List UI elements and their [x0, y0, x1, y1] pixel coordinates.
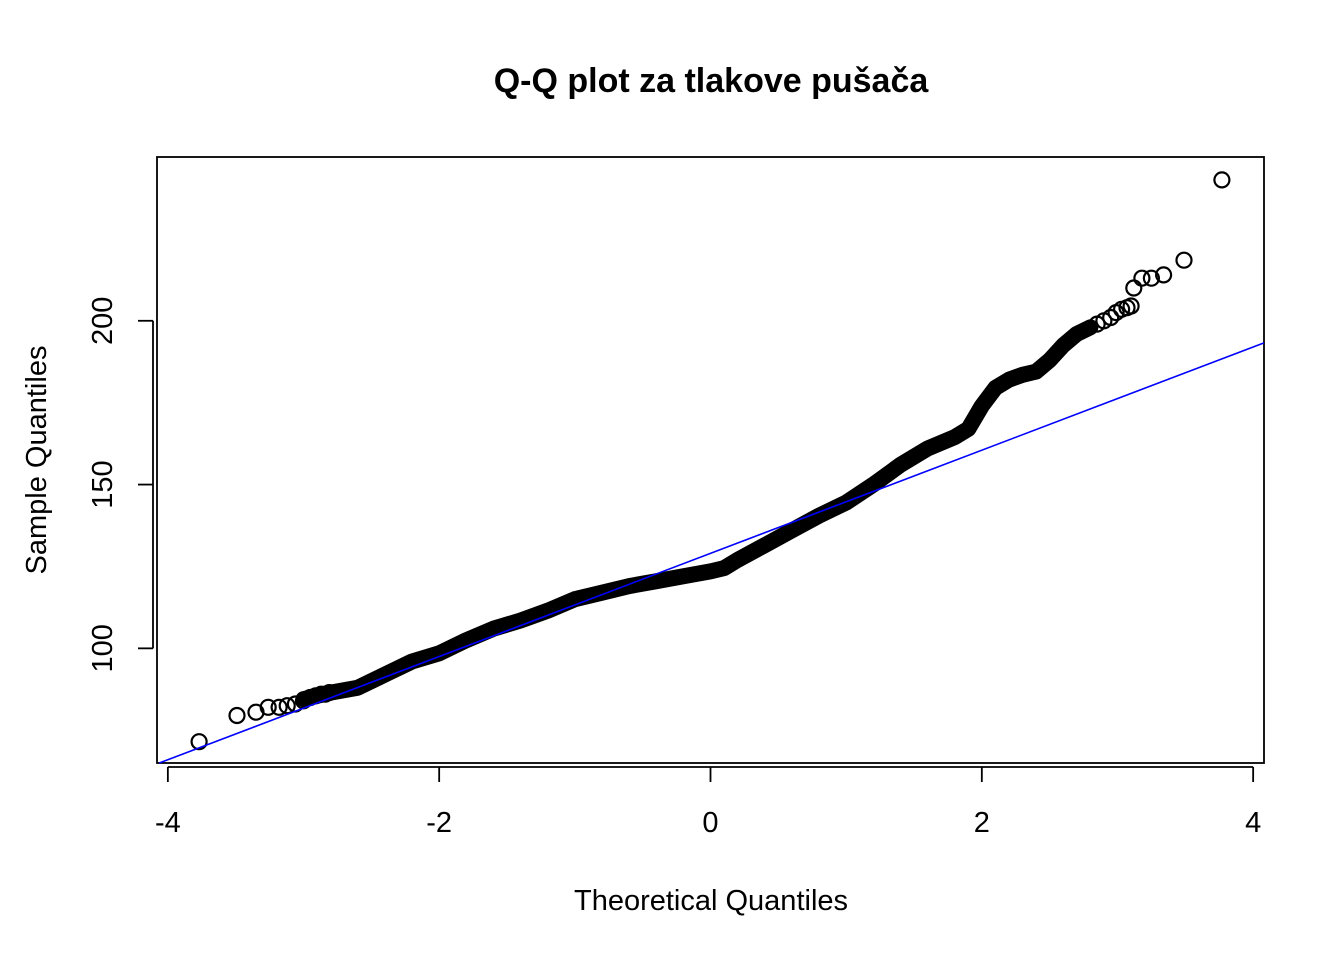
data-point — [1122, 297, 1140, 315]
plot-frame — [156, 156, 1265, 764]
data-points — [190, 171, 1231, 751]
data-point — [228, 706, 246, 725]
data-point — [278, 697, 296, 715]
y-tick-label: 150 — [87, 460, 119, 508]
data-point — [1142, 269, 1161, 287]
data-point — [320, 683, 338, 702]
data-point — [1102, 308, 1120, 327]
x-tick-label: -2 — [426, 807, 452, 839]
x-tick-label: -4 — [155, 807, 181, 839]
data-point — [1154, 266, 1173, 284]
plot-area — [158, 171, 1265, 764]
x-tick-label: 0 — [702, 807, 718, 839]
data-point — [1175, 251, 1193, 269]
data-point — [259, 698, 277, 716]
y-axis-label: Sample Quantiles — [21, 346, 53, 575]
quantile-curve — [295, 319, 1099, 708]
x-axis-label: Theoretical Quantiles — [574, 885, 848, 917]
data-point — [190, 733, 208, 751]
data-point — [1125, 279, 1143, 297]
y-tick-label: 100 — [87, 624, 119, 672]
x-tick-label: 4 — [1245, 807, 1261, 839]
data-point — [1213, 171, 1231, 189]
y-axis: 100 150 200 — [87, 297, 154, 673]
reference-line — [158, 342, 1265, 764]
chart-title: Q-Q plot za tlakove pušača — [494, 62, 930, 100]
data-point — [1133, 269, 1151, 287]
data-point — [270, 698, 288, 716]
x-axis: -4 -2 0 2 4 — [155, 766, 1261, 839]
x-tick-label: 2 — [974, 807, 990, 839]
y-tick-label: 200 — [87, 297, 119, 345]
